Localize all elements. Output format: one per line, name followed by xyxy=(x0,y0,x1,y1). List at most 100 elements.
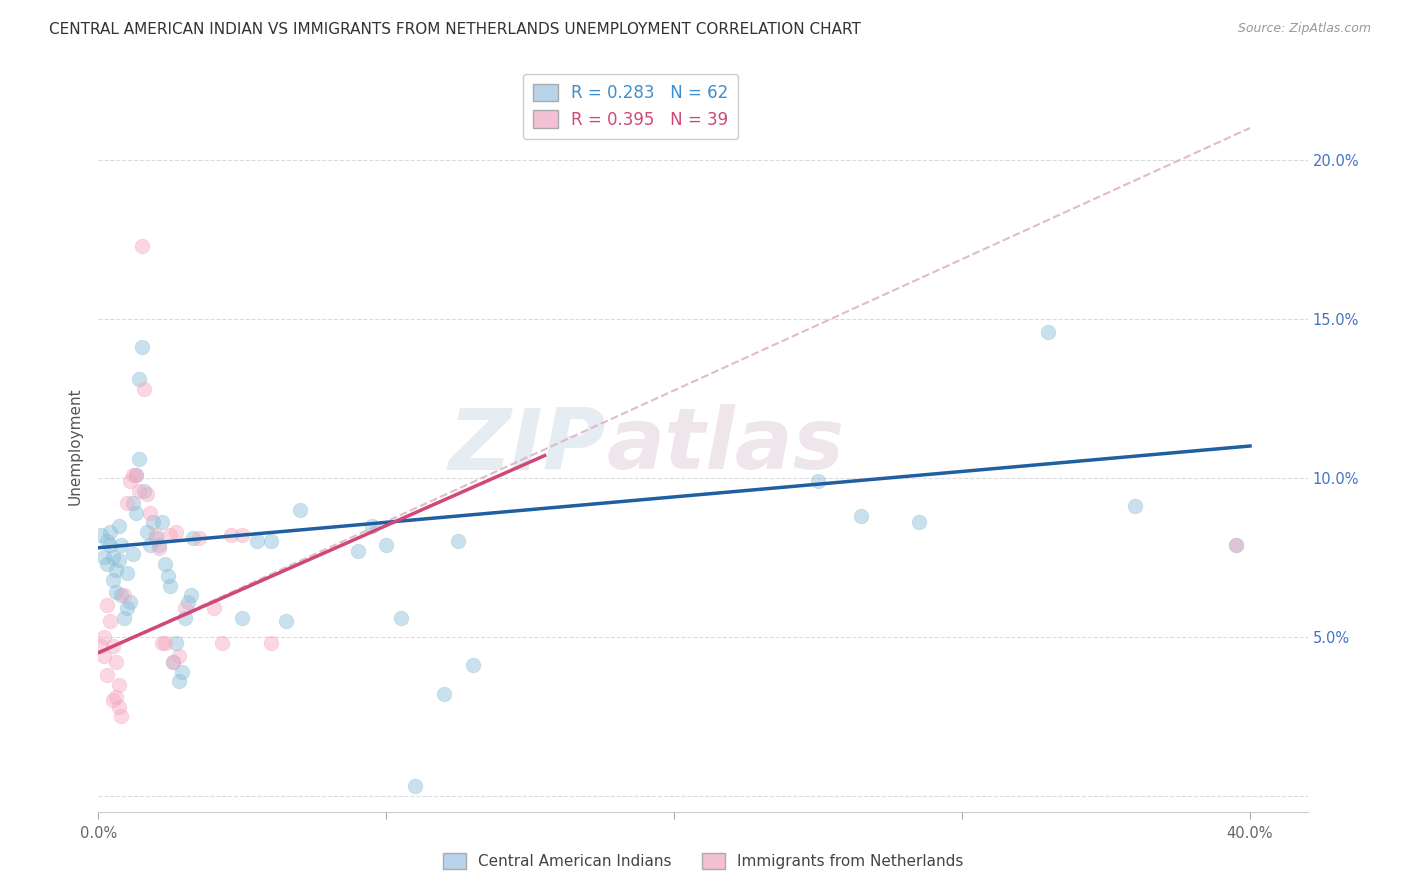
Point xyxy=(188,531,211,545)
Point xyxy=(153,557,176,571)
Point xyxy=(96,557,118,571)
Point xyxy=(115,601,138,615)
Point xyxy=(260,636,283,650)
Point xyxy=(346,544,368,558)
Point xyxy=(288,502,311,516)
Point xyxy=(134,382,156,396)
Point xyxy=(120,474,142,488)
Point xyxy=(1225,538,1247,552)
Point xyxy=(202,601,225,615)
Point xyxy=(167,648,190,663)
Legend: R = 0.283   N = 62, R = 0.395   N = 39: R = 0.283 N = 62, R = 0.395 N = 39 xyxy=(523,74,738,138)
Point xyxy=(107,518,129,533)
Point xyxy=(156,569,179,583)
Point xyxy=(93,648,115,663)
Point xyxy=(246,534,269,549)
Point xyxy=(112,611,135,625)
Point xyxy=(176,595,198,609)
Point xyxy=(110,709,132,723)
Point xyxy=(404,779,426,793)
Point xyxy=(1038,325,1060,339)
Point xyxy=(107,677,129,691)
Text: CENTRAL AMERICAN INDIAN VS IMMIGRANTS FROM NETHERLANDS UNEMPLOYMENT CORRELATION : CENTRAL AMERICAN INDIAN VS IMMIGRANTS FR… xyxy=(49,22,860,37)
Point xyxy=(153,636,176,650)
Point xyxy=(162,655,184,669)
Point xyxy=(104,655,127,669)
Point xyxy=(125,467,148,482)
Point xyxy=(389,611,412,625)
Point xyxy=(148,541,170,555)
Point xyxy=(260,534,283,549)
Point xyxy=(134,483,156,498)
Point xyxy=(159,528,181,542)
Point xyxy=(110,589,132,603)
Point xyxy=(148,538,170,552)
Point xyxy=(136,486,159,500)
Point xyxy=(167,674,190,689)
Point xyxy=(433,687,456,701)
Point xyxy=(159,579,181,593)
Point xyxy=(90,640,112,654)
Point xyxy=(96,668,118,682)
Point xyxy=(145,531,167,545)
Point xyxy=(183,531,205,545)
Point xyxy=(131,238,153,252)
Text: Source: ZipAtlas.com: Source: ZipAtlas.com xyxy=(1237,22,1371,36)
Point xyxy=(112,589,135,603)
Text: ZIP: ZIP xyxy=(449,404,606,488)
Point xyxy=(142,516,165,530)
Point xyxy=(139,538,162,552)
Point xyxy=(1225,538,1247,552)
Point xyxy=(150,636,173,650)
Point xyxy=(128,372,150,386)
Point xyxy=(125,506,148,520)
Point xyxy=(361,518,384,533)
Point xyxy=(96,598,118,612)
Point xyxy=(173,611,195,625)
Point xyxy=(101,640,124,654)
Point xyxy=(115,496,138,510)
Point xyxy=(128,451,150,466)
Point xyxy=(165,524,187,539)
Point xyxy=(136,524,159,539)
Point xyxy=(104,690,127,705)
Point xyxy=(375,538,398,552)
Y-axis label: Unemployment: Unemployment xyxy=(67,387,83,505)
Point xyxy=(110,538,132,552)
Point xyxy=(122,547,145,561)
Text: atlas: atlas xyxy=(606,404,845,488)
Point xyxy=(122,496,145,510)
Point xyxy=(231,611,253,625)
Point xyxy=(93,630,115,644)
Point xyxy=(104,563,127,577)
Point xyxy=(211,636,233,650)
Point xyxy=(120,595,142,609)
Point xyxy=(145,528,167,542)
Point xyxy=(231,528,253,542)
Point xyxy=(180,589,202,603)
Point xyxy=(170,665,193,679)
Point xyxy=(98,614,121,628)
Point xyxy=(107,553,129,567)
Point xyxy=(139,506,162,520)
Point xyxy=(128,483,150,498)
Point xyxy=(104,585,127,599)
Point xyxy=(274,614,297,628)
Point xyxy=(165,636,187,650)
Point xyxy=(807,474,830,488)
Point xyxy=(96,534,118,549)
Point xyxy=(447,534,470,549)
Point xyxy=(908,516,931,530)
Point xyxy=(101,693,124,707)
Point xyxy=(107,699,129,714)
Point xyxy=(461,658,484,673)
Legend: Central American Indians, Immigrants from Netherlands: Central American Indians, Immigrants fro… xyxy=(436,847,970,875)
Point xyxy=(173,601,195,615)
Point xyxy=(851,508,873,523)
Point xyxy=(131,340,153,354)
Point xyxy=(122,467,145,482)
Point xyxy=(90,528,112,542)
Point xyxy=(98,538,121,552)
Point xyxy=(125,467,148,482)
Point xyxy=(101,550,124,565)
